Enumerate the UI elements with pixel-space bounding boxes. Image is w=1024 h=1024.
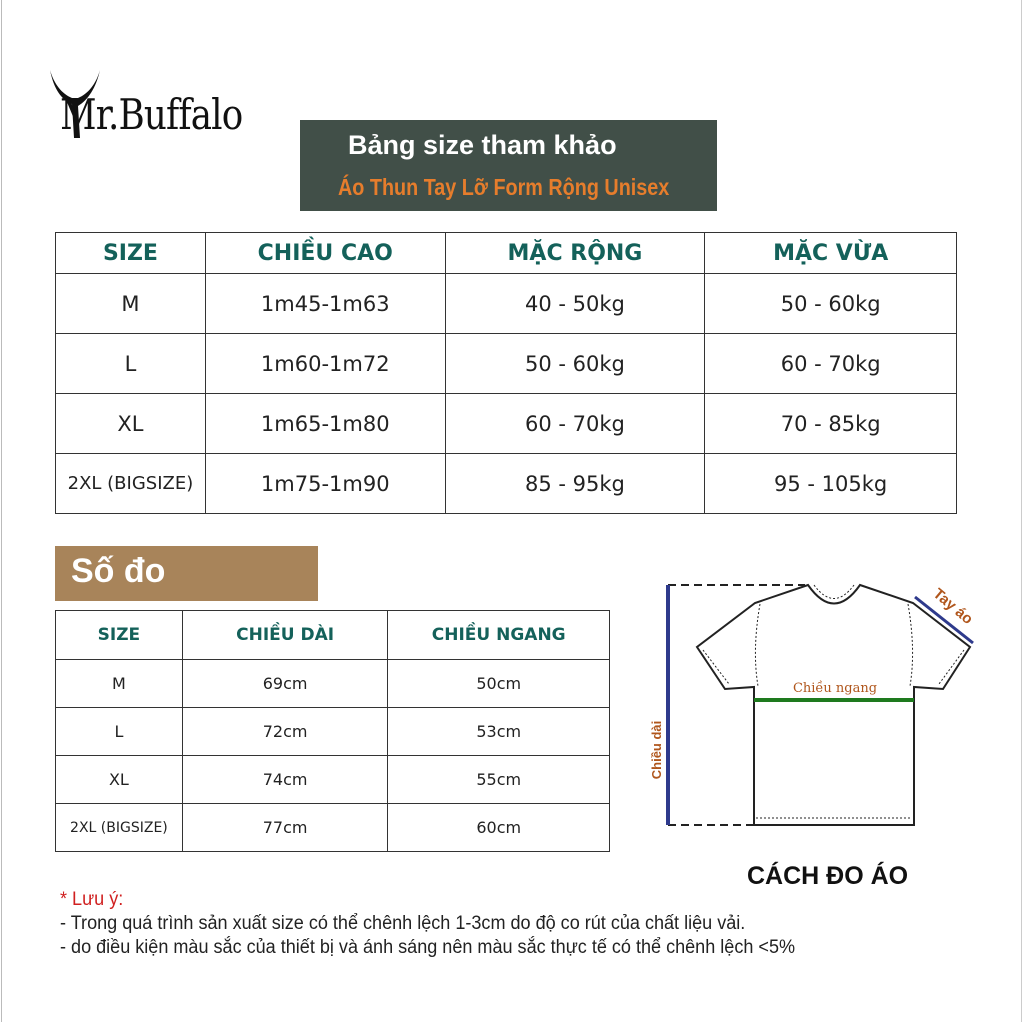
header-width: CHIỀU NGANG xyxy=(387,610,610,660)
table-row: 2XL (BIGSIZE) 77cm 60cm xyxy=(55,803,610,852)
cell: 1m75-1m90 xyxy=(204,453,446,514)
cell: 69cm xyxy=(181,659,389,708)
table-row: L 72cm 53cm xyxy=(55,707,610,756)
cell: 70 - 85kg xyxy=(704,393,957,454)
cell: 50cm xyxy=(387,659,610,708)
table-row: 2XL (BIGSIZE) 1m75-1m90 85 - 95kg 95 - 105k… xyxy=(55,453,957,514)
cell: 1m65-1m80 xyxy=(204,393,446,454)
table-row: XL 74cm 55cm xyxy=(55,755,610,804)
cell: 60 - 70kg xyxy=(444,393,706,454)
measurements-section-banner: Số đo xyxy=(55,546,318,601)
table-row: M 69cm 50cm xyxy=(55,659,610,708)
cell: 53cm xyxy=(387,707,610,756)
cell: 2XL (BIGSIZE) xyxy=(55,803,183,852)
header-height: CHIỀU CAO xyxy=(204,232,446,274)
table-header-row: SIZE CHIỀU DÀI CHIỀU NGANG xyxy=(55,610,610,660)
notes-title: * Lưu ý: xyxy=(60,889,124,910)
diagram-caption: CÁCH ĐO ÁO xyxy=(747,862,909,890)
length-label: Chiều dài xyxy=(649,721,664,780)
cell: 40 - 50kg xyxy=(444,273,706,334)
cell: 77cm xyxy=(181,803,389,852)
cell: 85 - 95kg xyxy=(444,453,706,514)
cell: 60 - 70kg xyxy=(704,333,957,394)
cell: 2XL (BIGSIZE) xyxy=(55,453,206,514)
cell: 50 - 60kg xyxy=(444,333,706,394)
cell: M xyxy=(55,273,206,334)
table-row: L 1m60-1m72 50 - 60kg 60 - 70kg xyxy=(55,333,957,394)
brand-logo-text: Mr.Buffalo xyxy=(60,90,243,139)
header-regular-fit: MẶC VỪA xyxy=(704,232,957,274)
header-loose-fit: MẶC RỘNG xyxy=(444,232,706,274)
cell: 60cm xyxy=(387,803,610,852)
cell: M xyxy=(55,659,183,708)
cell: 1m60-1m72 xyxy=(204,333,446,394)
title-banner: Bảng size tham khảo Áo Thun Tay Lỡ Form … xyxy=(300,120,717,211)
table-row: XL 1m65-1m80 60 - 70kg 70 - 85kg xyxy=(55,393,957,454)
cell: 95 - 105kg xyxy=(704,453,957,514)
note-line: - Trong quá trình sản xuất size có thể c… xyxy=(60,913,746,934)
width-label: Chiều ngang xyxy=(793,680,877,696)
size-table: SIZE CHIỀU CAO MẶC RỘNG MẶC VỪA M 1m45-1m… xyxy=(55,232,957,514)
table-row: M 1m45-1m63 40 - 50kg 50 - 60kg xyxy=(55,273,957,334)
tshirt-icon xyxy=(695,583,972,826)
page-title: Bảng size tham khảo xyxy=(348,130,617,160)
cell: XL xyxy=(55,755,183,804)
notes: * Lưu ý: - Trong quá trình sản xuất size… xyxy=(60,888,795,960)
cell: 50 - 60kg xyxy=(704,273,957,334)
buffalo-horns-logo-icon xyxy=(50,70,100,138)
header-length: CHIỀU DÀI xyxy=(181,610,389,660)
measurements-table: SIZE CHIỀU DÀI CHIỀU NGANG M 69cm 50cm L 72… xyxy=(55,610,610,852)
section-title: Số đo xyxy=(71,552,166,590)
header-size: SIZE xyxy=(55,610,183,660)
page-subtitle: Áo Thun Tay Lỡ Form Rộng Unisex xyxy=(338,174,670,200)
cell: 1m45-1m63 xyxy=(204,273,446,334)
cell: 72cm xyxy=(181,707,389,756)
note-line: - do điều kiện màu sắc của thiết bị và á… xyxy=(60,937,796,958)
sleeve-measure-line xyxy=(914,595,974,645)
